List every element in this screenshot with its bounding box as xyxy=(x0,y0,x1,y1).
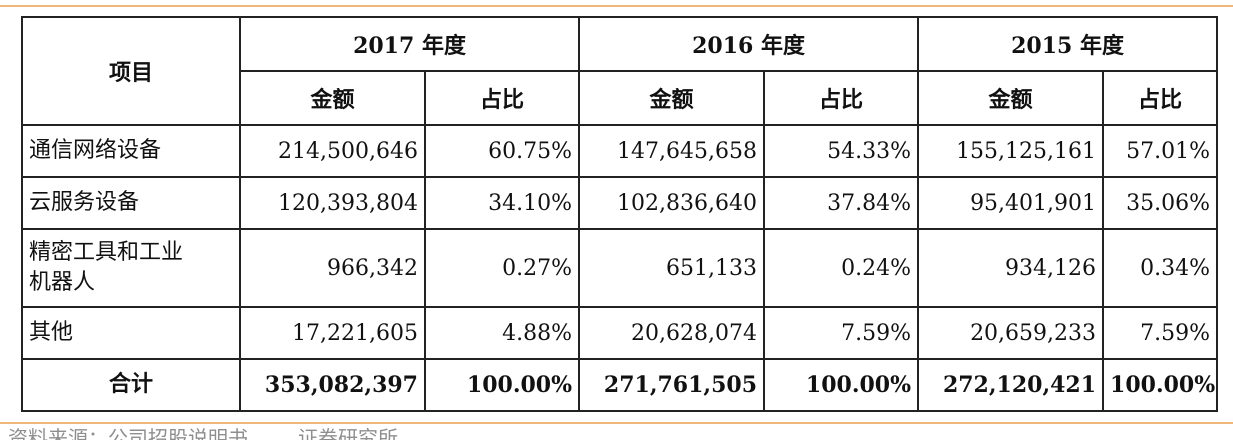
row-label-line: 机器人 xyxy=(29,270,96,295)
total-ratio-2016: 100.00% xyxy=(763,358,920,412)
ratio-cell: 0.24% xyxy=(763,228,920,308)
amount-header-2015: 金额 xyxy=(917,70,1105,126)
row-label: 云服务设备 xyxy=(21,176,241,230)
total-amount-2016: 271,761,505 xyxy=(578,358,766,412)
amount-cell: 147,645,658 xyxy=(578,124,766,178)
total-ratio-2017: 100.00% xyxy=(423,358,581,412)
year-header-2017: 2017 年度 xyxy=(238,16,581,72)
ratio-cell: 35.06% xyxy=(1102,176,1219,230)
row-label-line: 精密工具和工业 xyxy=(29,240,184,265)
amount-cell: 120,393,804 xyxy=(239,176,426,230)
table-row: 其他 17,221,605 4.88% 20,628,074 7.59% 20,… xyxy=(21,306,1219,360)
amount-cell: 17,221,605 xyxy=(239,306,426,360)
row-label: 精密工具和工业 机器人 xyxy=(21,228,241,308)
revenue-breakdown-table: 项目 2017 年度 2016 年度 2015 年度 金额 占比 金额 占比 金… xyxy=(21,16,1219,412)
amount-cell: 214,500,646 xyxy=(239,124,426,178)
amount-header-2017: 金额 xyxy=(239,70,426,126)
table-row: 云服务设备 120,393,804 34.10% 102,836,640 37.… xyxy=(21,176,1219,230)
ratio-header-2016: 占比 xyxy=(763,70,920,126)
row-label: 其他 xyxy=(21,306,241,360)
amount-cell: 20,628,074 xyxy=(578,306,766,360)
amount-cell: 934,126 xyxy=(917,228,1105,308)
ratio-cell: 7.59% xyxy=(763,306,920,360)
total-ratio-2015: 100.00% xyxy=(1102,358,1219,412)
ratio-header-2015: 占比 xyxy=(1102,70,1219,126)
ratio-cell: 4.88% xyxy=(423,306,581,360)
year-header-2016: 2016 年度 xyxy=(578,16,920,72)
total-row: 合计 353,082,397 100.00% 271,761,505 100.0… xyxy=(21,358,1219,412)
amount-cell: 102,836,640 xyxy=(578,176,766,230)
amount-cell: 95,401,901 xyxy=(917,176,1105,230)
amount-cell: 966,342 xyxy=(239,228,426,308)
table-row: 精密工具和工业 机器人 966,342 0.27% 651,133 0.24% … xyxy=(21,228,1219,308)
amount-cell: 20,659,233 xyxy=(917,306,1105,360)
bottom-divider xyxy=(0,422,1233,424)
amount-cell: 155,125,161 xyxy=(917,124,1105,178)
ratio-cell: 54.33% xyxy=(763,124,920,178)
amount-header-2016: 金额 xyxy=(578,70,766,126)
footnote-text: 资料来源：公司招股说明书，___证券研究所 xyxy=(8,426,398,440)
table-row: 通信网络设备 214,500,646 60.75% 147,645,658 54… xyxy=(21,124,1219,178)
total-amount-2017: 353,082,397 xyxy=(239,358,426,412)
ratio-cell: 57.01% xyxy=(1102,124,1219,178)
total-amount-2015: 272,120,421 xyxy=(917,358,1105,412)
total-label: 合计 xyxy=(21,358,241,412)
ratio-cell: 7.59% xyxy=(1102,306,1219,360)
top-divider xyxy=(0,5,1233,7)
ratio-header-2017: 占比 xyxy=(423,70,581,126)
ratio-cell: 60.75% xyxy=(423,124,581,178)
year-header-2015: 2015 年度 xyxy=(917,16,1219,72)
header-row-years: 项目 2017 年度 2016 年度 2015 年度 xyxy=(21,16,1219,126)
amount-cell: 651,133 xyxy=(578,228,766,308)
row-label: 通信网络设备 xyxy=(21,124,241,178)
ratio-cell: 0.27% xyxy=(423,228,581,308)
header-row-metrics: 金额 占比 金额 占比 金额 占比 xyxy=(22,70,1219,126)
ratio-cell: 34.10% xyxy=(423,176,581,230)
item-header: 项目 xyxy=(21,16,241,126)
ratio-cell: 0.34% xyxy=(1102,228,1219,308)
footnote: 资料来源：公司招股说明书，___证券研究所 xyxy=(0,426,1233,440)
ratio-cell: 37.84% xyxy=(763,176,920,230)
